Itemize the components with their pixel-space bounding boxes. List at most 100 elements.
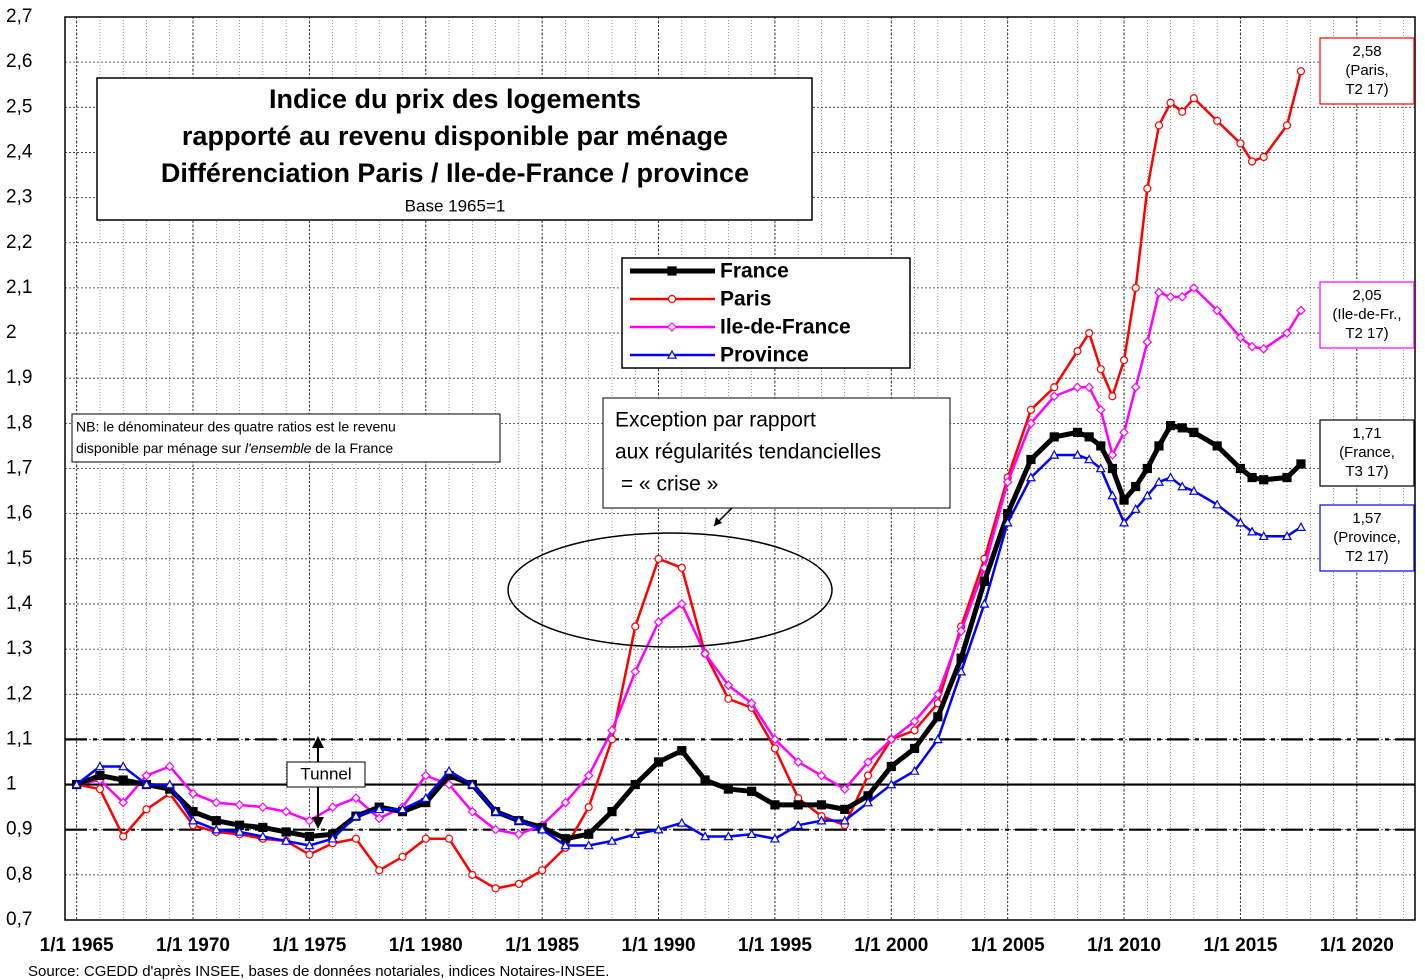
marker [164,761,175,772]
marker [281,835,292,845]
legend-label: Province [720,344,809,367]
marker [1258,344,1269,354]
marker [490,806,501,816]
y-tick-label: 1,4 [6,593,33,614]
tunnel-note: Tunnel [286,736,366,829]
series-group [71,283,1306,840]
marker [1131,481,1141,492]
marker [676,599,687,609]
marker [770,800,780,810]
marker [1142,337,1153,347]
end-label: 1,57 [1352,510,1381,527]
marker [1142,490,1153,500]
plot-frame [64,16,1416,921]
marker [1166,421,1176,431]
marker [723,831,734,841]
marker [305,850,314,859]
marker [351,793,361,803]
marker [1259,152,1268,162]
end-label-frame [1319,281,1415,349]
marker [793,757,804,767]
nb-text: de la France [311,440,393,456]
marker [560,840,571,850]
marker [1049,391,1060,402]
series-group [72,67,1306,893]
marker [1085,328,1094,338]
marker [630,666,641,677]
end-label-frame [1319,419,1415,487]
marker [979,598,990,608]
end-label: T3 17) [1345,463,1388,480]
marker [584,803,593,812]
marker [886,779,897,789]
series [71,67,1306,893]
marker [467,779,478,789]
marker [631,622,640,631]
marker [1154,287,1164,298]
marker [1295,521,1306,531]
marker [444,779,454,790]
marker [654,554,663,563]
legend-label: Paris [720,288,771,311]
marker [747,786,757,796]
marker [234,826,245,836]
marker [1154,121,1164,130]
legend: France Paris Ile-de-France Province [621,257,911,369]
x-tick-label: 1/1 1990 [622,935,696,956]
y-tick-label: 1,1 [6,728,32,749]
marker [1235,332,1246,343]
marker [1119,427,1129,438]
marker [1084,382,1094,393]
marker [1247,341,1257,352]
marker [1282,121,1292,130]
y-tick-label: 0,7 [6,909,32,930]
x-tick-label: 1/1 1965 [40,935,114,956]
marker [467,806,478,817]
marker [839,815,850,825]
marker [119,832,128,841]
tunnel-frame [286,761,366,788]
chart-title: Indice du prix des logements [269,84,641,114]
marker [1258,530,1269,541]
end-label-frame [1319,37,1415,105]
marker [667,266,677,276]
y-tick-label: 0,8 [6,864,32,885]
marker [723,680,734,691]
end-labels: 1,71 (France, T3 17) 2,58 (Paris, T2 17) 2,05 (… [1319,37,1415,572]
marker [398,852,407,861]
marker [327,833,338,843]
marker [909,743,920,754]
marker [514,829,524,840]
title-frame [96,77,813,221]
nb-frame [71,413,501,463]
series-line [76,286,1303,836]
marker [667,322,677,332]
y-tick-label: 2,7 [6,6,32,27]
marker [1025,472,1036,482]
marker [956,626,966,636]
marker [746,698,757,709]
marker [932,734,943,744]
marker [1142,463,1152,474]
x-tick-label: 1/1 1995 [738,935,812,956]
marker [1026,418,1036,429]
marker [584,829,594,839]
marker [862,797,874,807]
marker [95,784,105,794]
end-label: T2 17) [1345,548,1388,565]
marker [1235,463,1246,474]
marker [909,765,920,775]
exception-text: = « crise » [615,473,718,496]
nb-text: l'ensemble [245,440,312,456]
marker [1143,184,1152,193]
marker [816,800,827,810]
end-label: 2,58 [1352,43,1381,60]
y-tick-label: 2,5 [6,96,32,117]
marker [1072,449,1083,459]
nb-text: NB: le dénominateur des quatre ratios es… [76,419,396,435]
marker [141,779,152,789]
y-tick-label: 1,6 [6,503,32,524]
marker [1049,449,1060,459]
marker [1281,530,1292,541]
marker [188,788,198,799]
